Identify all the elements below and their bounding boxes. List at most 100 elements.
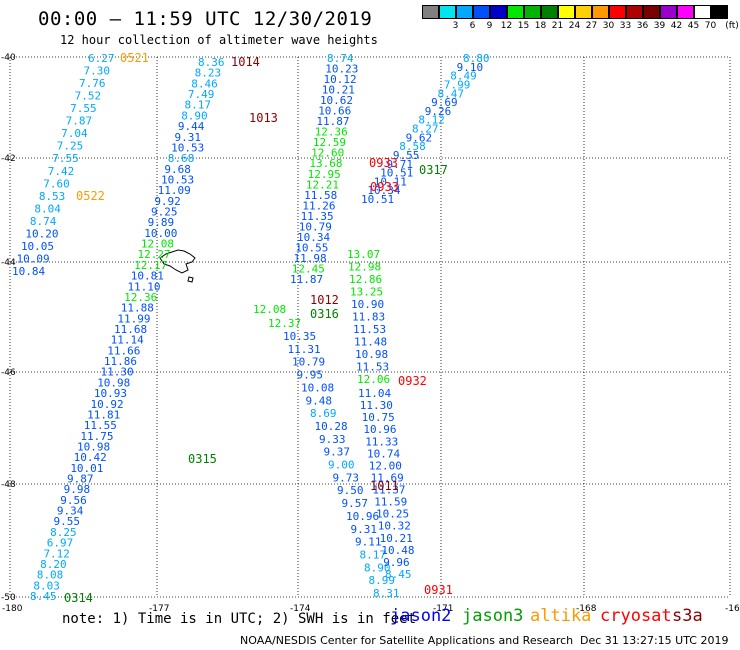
satellite-name: s3a [672, 606, 703, 626]
scale-label: 24 [568, 21, 581, 31]
wave-height-value: 9.44 [178, 120, 205, 133]
wave-height-value: 10.98 [97, 376, 130, 389]
wave-height-value: 11.35 [301, 210, 334, 223]
wave-height-value: 8.25 [50, 526, 77, 539]
scale-label: 15 [517, 21, 530, 31]
wave-height-value: 7.76 [79, 77, 106, 90]
wave-height-value: 11.33 [365, 435, 398, 448]
scale-label: 21 [551, 21, 564, 31]
wave-height-value: 11.87 [316, 115, 349, 128]
wave-height-value: 9.69 [431, 96, 458, 109]
wave-height-value: 9.71 [387, 158, 414, 171]
wave-height-value: 11.81 [87, 408, 120, 421]
wave-height-value: 8.31 [373, 587, 400, 600]
wave-height-value: 12.98 [348, 261, 381, 274]
footer-note: note: 1) Time is in UTC; 2) SWH is in fe… [62, 611, 417, 627]
wave-height-value: 7.49 [188, 88, 215, 101]
scale-swatch [541, 5, 558, 19]
scale-swatch [711, 5, 728, 19]
wave-height-value: 8.27 [412, 123, 439, 136]
wave-height-value: 11.66 [107, 344, 140, 357]
scale-swatch [507, 5, 524, 19]
wave-height-value: 8.90 [364, 561, 391, 574]
wave-height-value: 10.51 [361, 193, 394, 206]
wave-height-value: 10.34 [297, 231, 330, 244]
wave-height-value: 6.97 [47, 537, 74, 550]
wave-height-value: 10.21 [322, 84, 355, 97]
pass-time-label: 1013 [249, 111, 278, 125]
longitude-tick-label: -177 [149, 604, 169, 614]
pass-time-label: 1012 [310, 293, 339, 307]
wave-height-value: 10.20 [25, 227, 58, 240]
wave-height-value: 11.31 [288, 343, 321, 356]
wave-height-value: 10.93 [94, 387, 127, 400]
wave-height-value: 11.30 [360, 399, 393, 412]
scale-unit: (ft) [725, 21, 739, 31]
wave-height-value: 9.98 [64, 483, 91, 496]
wave-height-value: 9.25 [151, 206, 178, 219]
scale-label: 12 [500, 21, 513, 31]
wave-height-value: 8.17 [185, 99, 212, 112]
wave-height-value: 8.08 [37, 569, 64, 582]
wave-height-value: 13.68 [309, 157, 342, 170]
wave-height-value: 11.75 [80, 430, 113, 443]
wave-height-value: 10.98 [77, 440, 110, 453]
latitude-tick-label: -46 [1, 368, 16, 378]
wave-height-value: 12.06 [357, 373, 390, 386]
wave-height-value: 9.34 [57, 505, 84, 518]
wave-height-value: 10.01 [70, 462, 103, 475]
wave-height-value: 8.80 [463, 52, 490, 65]
wave-height-value: 11.99 [117, 312, 150, 325]
wave-height-value: 11.53 [353, 323, 386, 336]
wave-height-value: 10.96 [346, 510, 379, 523]
wave-height-value: 8.74 [327, 52, 354, 65]
wave-height-value: 12.17 [134, 259, 167, 272]
wave-height-value: 11.87 [290, 273, 323, 286]
wave-height-value: 12.00 [369, 459, 402, 472]
wave-height-value: 11.30 [101, 366, 134, 379]
wave-height-value: 8.45 [385, 568, 412, 581]
wave-height-value: 8.20 [40, 558, 67, 571]
wave-height-value: 9.73 [333, 471, 360, 484]
wave-height-value: 6.27 [88, 52, 115, 65]
scale-label: 18 [534, 21, 547, 31]
latitude-tick-label: -44 [1, 258, 16, 268]
wave-height-value: 8.04 [34, 202, 61, 215]
satellite-name: altika [530, 606, 592, 626]
wave-height-value: 12.60 [311, 147, 344, 160]
wave-height-value: 10.62 [320, 94, 353, 107]
wave-height-value: 12.27 [138, 248, 171, 261]
wave-height-value: 8.68 [168, 152, 195, 165]
scale-swatch [558, 5, 575, 19]
wave-height-value: 8.45 [30, 590, 57, 603]
wave-height-value: 11.86 [104, 355, 137, 368]
wave-height-value: 10.34 [367, 184, 400, 197]
wave-height-value: 7.55 [70, 102, 97, 115]
scale-swatch [694, 5, 711, 19]
wave-height-value: 8.49 [450, 70, 477, 83]
wave-height-value: 9.62 [406, 131, 433, 144]
latitude-tick-label: -42 [1, 154, 16, 164]
wave-height-value: 7.60 [43, 177, 69, 190]
wave-height-value: 9.95 [297, 369, 324, 382]
wave-height-value: 11.09 [158, 184, 191, 197]
wave-height-value: 11.68 [114, 323, 147, 336]
wave-height-value: 10.09 [16, 252, 49, 265]
wave-height-value: 11.53 [356, 361, 389, 374]
wave-height-value: 10.81 [131, 270, 164, 283]
wave-height-value: 10.48 [381, 544, 414, 557]
wave-height-value: 7.52 [75, 90, 102, 103]
pass-time-label: 0933 [370, 180, 399, 194]
wave-height-value: 10.96 [363, 423, 396, 436]
generation-timestamp: Dec 31 13:27:15 UTC 2019 [580, 634, 729, 647]
wave-height-value: 10.53 [171, 141, 204, 154]
wave-height-value: 11.14 [111, 334, 144, 347]
wave-height-value: 7.99 [444, 78, 471, 91]
scale-swatch [592, 5, 609, 19]
scale-swatch [524, 5, 541, 19]
wave-height-value: 11.59 [374, 496, 407, 509]
scale-swatch [456, 5, 473, 19]
scale-label: 9 [486, 21, 493, 31]
wave-height-value: 11.10 [127, 280, 160, 293]
longitude-tick-label: -180 [2, 604, 23, 614]
